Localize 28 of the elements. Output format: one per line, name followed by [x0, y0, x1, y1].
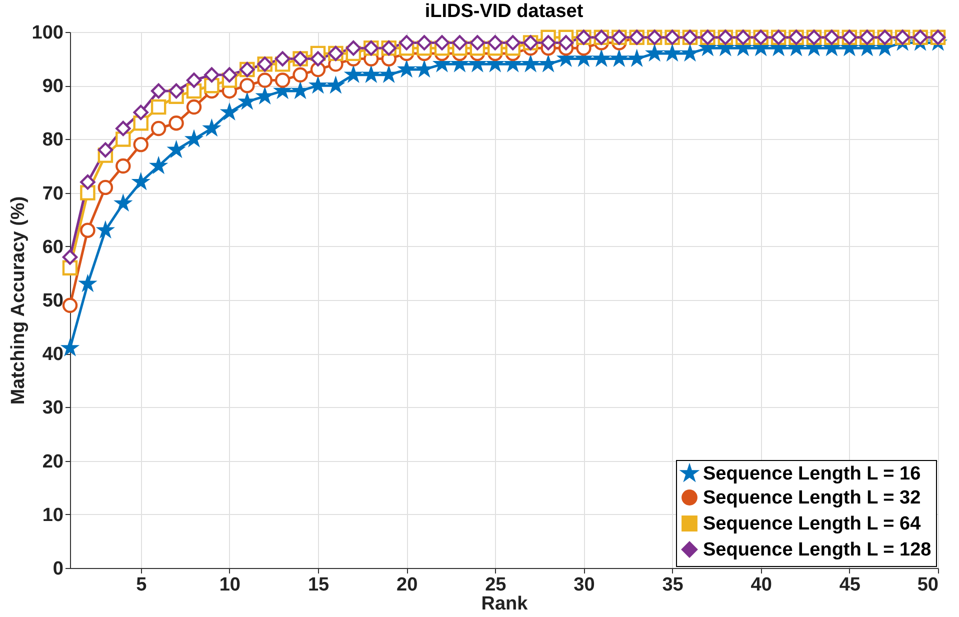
y-tick-label: 20 [42, 451, 64, 472]
y-tick-label: 60 [42, 236, 64, 258]
chart-title: iLIDS-VID dataset [424, 1, 584, 22]
x-tick-label: 30 [574, 574, 595, 596]
x-tick-label: 45 [839, 574, 861, 596]
x-tick-label: 5 [136, 574, 148, 596]
y-tick-label: 80 [42, 130, 64, 151]
x-tick-label: 20 [396, 574, 418, 596]
legend-label: Sequence Length L = 64 [703, 514, 922, 534]
y-axis-title: Matching Accuracy (%) [8, 196, 29, 405]
y-tick-label: 10 [42, 504, 64, 526]
legend-label: Sequence Length L = 128 [703, 540, 932, 560]
y-tick-label: 90 [42, 76, 64, 98]
y-tick-label: 70 [42, 183, 64, 204]
x-tick-label: 40 [750, 574, 772, 596]
y-tick-label: 50 [42, 290, 64, 312]
y-tick-label: 30 [42, 398, 64, 419]
x-tick-label: 10 [219, 574, 240, 596]
y-tick-label: 100 [32, 22, 64, 44]
legend-label: Sequence Length L = 16 [703, 464, 921, 484]
legend-label: Sequence Length L = 32 [703, 488, 921, 508]
x-tick-label: 35 [662, 574, 684, 596]
y-tick-label: 0 [52, 558, 64, 580]
x-tick-label: 25 [485, 574, 507, 596]
x-axis-title: Rank [481, 594, 528, 614]
y-tick-label: 40 [42, 344, 64, 366]
x-tick-label: 50 [917, 574, 938, 596]
x-tick-label: 15 [308, 574, 330, 596]
